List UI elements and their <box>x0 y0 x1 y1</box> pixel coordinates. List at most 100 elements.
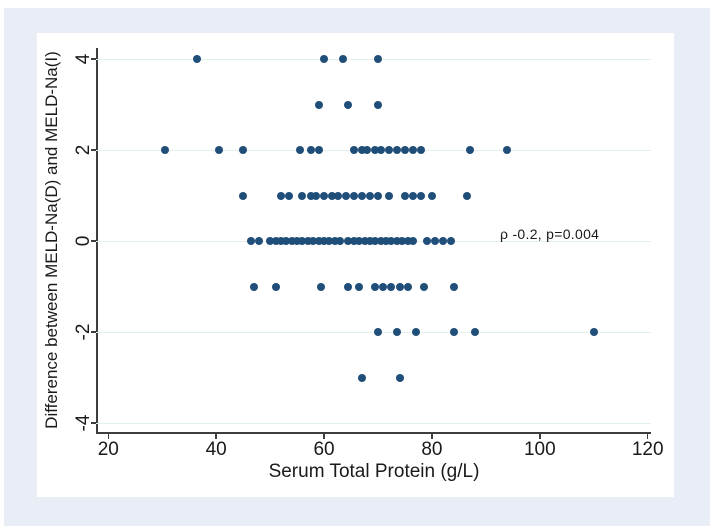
data-point <box>360 237 369 245</box>
data-point <box>395 282 404 291</box>
x-tick-label: 60 <box>313 439 335 460</box>
data-point <box>293 237 302 245</box>
data-point <box>438 237 447 245</box>
data-point <box>266 237 275 245</box>
data-point <box>387 237 396 245</box>
data-point <box>392 146 401 154</box>
data-point <box>320 191 329 200</box>
data-point <box>411 328 420 336</box>
data-point <box>160 146 169 154</box>
data-point <box>427 191 436 200</box>
data-point <box>357 373 366 382</box>
data-point <box>465 146 474 154</box>
x-tick-mark <box>107 433 110 439</box>
data-point <box>409 237 418 245</box>
data-point <box>403 282 412 291</box>
data-point <box>282 237 291 245</box>
data-point <box>471 328 480 336</box>
data-point <box>400 191 409 200</box>
x-tick-label: 120 <box>631 439 664 460</box>
data-point <box>449 282 458 291</box>
data-point <box>374 100 382 109</box>
data-point <box>409 191 418 200</box>
x-tick-mark <box>646 433 649 439</box>
data-point <box>349 237 358 245</box>
data-point <box>349 146 358 154</box>
data-point <box>317 282 326 291</box>
data-point <box>336 237 345 245</box>
x-tick-label: 100 <box>523 439 556 460</box>
data-point <box>363 146 372 154</box>
data-point <box>276 237 285 245</box>
y-gridline <box>96 58 651 60</box>
data-point <box>365 237 374 245</box>
data-point <box>355 237 364 245</box>
data-point <box>193 55 202 63</box>
data-point <box>298 237 307 245</box>
x-tick-mark <box>323 433 325 439</box>
data-point <box>344 282 353 291</box>
data-point <box>249 282 258 291</box>
data-point <box>303 237 312 245</box>
y-gridline <box>96 331 651 333</box>
y-axis-title: Difference between MELD-Na(D) and MELD-N… <box>42 51 61 429</box>
y-tick-mark <box>91 149 96 151</box>
data-point <box>374 328 382 336</box>
data-point <box>357 146 366 154</box>
data-point <box>371 146 380 154</box>
x-axis-line <box>96 432 651 434</box>
data-point <box>255 237 264 245</box>
data-point <box>503 146 512 154</box>
data-point <box>344 237 353 245</box>
data-point <box>341 191 350 200</box>
x-axis-title: Serum Total Protein (g/L) <box>268 461 480 482</box>
data-point <box>374 55 382 63</box>
data-point <box>371 237 380 245</box>
data-point <box>398 237 407 245</box>
data-point <box>271 282 280 291</box>
data-point <box>409 146 418 154</box>
data-point <box>357 191 366 200</box>
data-point <box>589 328 598 336</box>
data-point <box>349 191 358 200</box>
data-point <box>365 191 374 200</box>
data-point <box>239 191 248 200</box>
y-tick-mark <box>91 331 96 333</box>
x-tick-label: 20 <box>97 439 119 460</box>
data-point <box>379 282 388 291</box>
y-tick-mark <box>91 422 96 424</box>
data-point <box>463 191 471 200</box>
data-point <box>314 237 323 245</box>
data-point <box>387 282 396 291</box>
data-point <box>295 146 304 154</box>
data-point <box>320 237 329 245</box>
data-point <box>309 237 318 245</box>
data-point <box>430 237 439 245</box>
x-tick-mark <box>431 433 433 439</box>
data-point <box>446 237 455 245</box>
data-point <box>344 100 353 109</box>
data-point <box>306 146 315 154</box>
data-point <box>355 282 364 291</box>
data-point <box>403 237 412 245</box>
data-point <box>239 146 248 154</box>
data-point <box>392 328 401 336</box>
data-point <box>320 55 329 63</box>
data-point <box>449 328 458 336</box>
y-tick-mark <box>91 58 96 60</box>
x-tick-mark <box>215 433 217 439</box>
data-point <box>417 191 426 200</box>
x-tick-label: 80 <box>421 439 443 460</box>
chart-panel <box>37 33 674 497</box>
data-point <box>328 191 337 200</box>
data-point <box>338 55 347 63</box>
data-point <box>276 191 285 200</box>
data-point <box>422 237 431 245</box>
data-point <box>314 146 323 154</box>
data-point <box>311 191 320 200</box>
data-point <box>330 237 339 245</box>
data-point <box>247 237 256 245</box>
data-point <box>419 282 428 291</box>
data-point <box>271 237 280 245</box>
